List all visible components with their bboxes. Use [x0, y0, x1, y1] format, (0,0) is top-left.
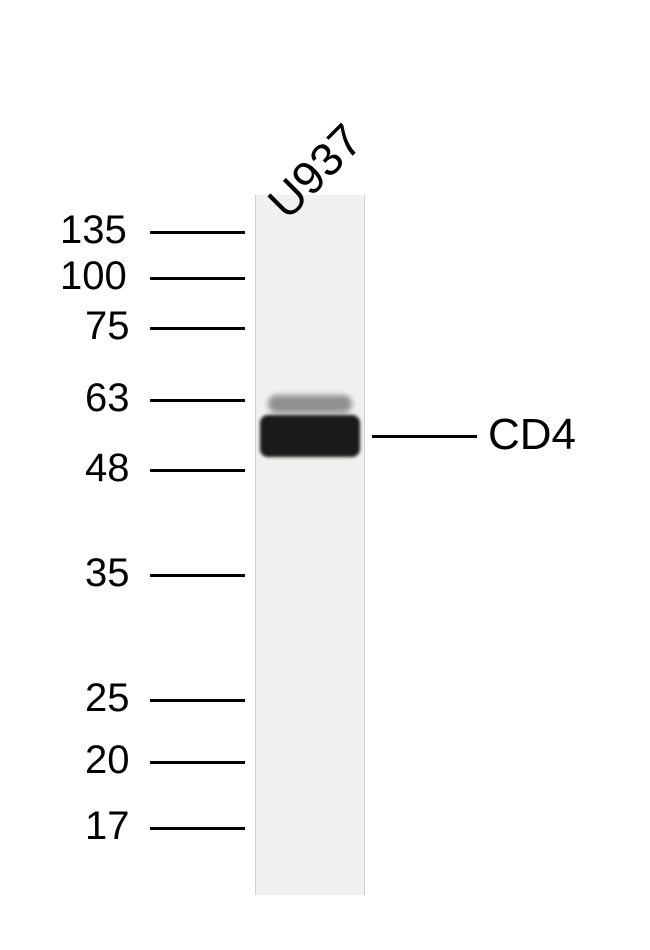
band-tick-cd4: [372, 435, 477, 438]
marker-label-100: 100: [60, 254, 127, 299]
marker-label-35: 35: [85, 551, 130, 596]
blot-lane: [255, 195, 365, 895]
marker-tick-17: [150, 827, 245, 830]
band-label-cd4: CD4: [488, 410, 576, 460]
marker-tick-25: [150, 699, 245, 702]
marker-label-75: 75: [85, 304, 130, 349]
marker-tick-48: [150, 469, 245, 472]
marker-label-48: 48: [85, 446, 130, 491]
marker-label-25: 25: [85, 676, 130, 721]
band-smudge-0: [268, 395, 352, 413]
marker-label-17: 17: [85, 804, 130, 849]
marker-tick-63: [150, 399, 245, 402]
marker-tick-75: [150, 327, 245, 330]
marker-tick-135: [150, 231, 245, 234]
marker-tick-20: [150, 761, 245, 764]
marker-tick-100: [150, 277, 245, 280]
marker-label-63: 63: [85, 376, 130, 421]
marker-label-135: 135: [60, 208, 127, 253]
marker-tick-35: [150, 574, 245, 577]
band-cd4: [260, 415, 360, 457]
marker-label-20: 20: [85, 738, 130, 783]
